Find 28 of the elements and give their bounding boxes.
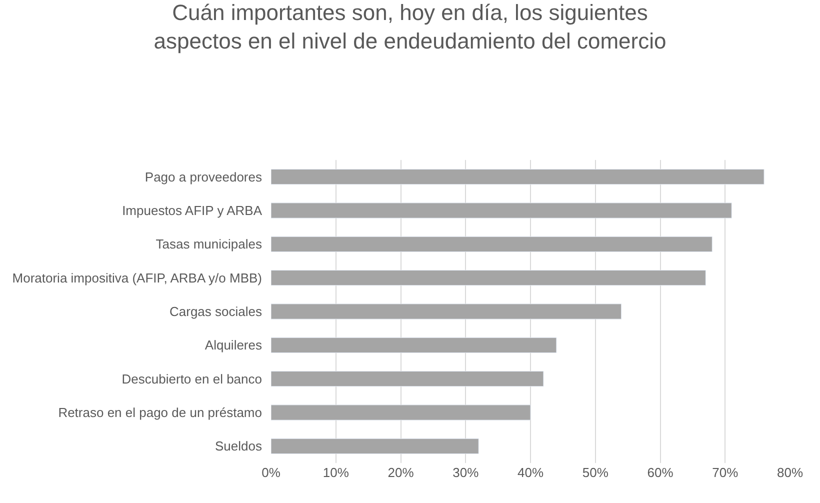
x-tick-label: 50%: [582, 465, 609, 480]
x-tick-label: 30%: [452, 465, 480, 480]
bar: [271, 304, 622, 320]
y-tick-label: Tasas municipales: [156, 236, 262, 252]
x-tick-label: 40%: [517, 465, 544, 480]
y-tick-label: Retraso en el pago de un préstamo: [58, 405, 262, 420]
bar: [271, 270, 706, 286]
x-tick-label: 60%: [647, 465, 674, 480]
y-tick-label: Alquileres: [204, 338, 262, 353]
bar: [271, 236, 712, 252]
x-tick-label: 0%: [262, 465, 281, 480]
y-tick-label: Sueldos: [215, 438, 262, 454]
y-tick-label: Descubierto en el banco: [122, 371, 262, 386]
x-tick-label: 70%: [712, 465, 739, 480]
chart-title: Cuán importantes son, hoy en día, los siguientes aspectos en el nivel de endeudamiento del comercio: [154, 0, 666, 54]
y-tick-label: Moratoria impositiva (AFIP, ARBA y/o MBB): [12, 270, 262, 286]
y-tick-label: Pago a proveedores: [144, 169, 262, 184]
x-tick-label: 20%: [388, 465, 414, 480]
y-tick-label: Impuestos AFIP y ARBA: [122, 203, 262, 218]
x-tick-label: 10%: [322, 465, 350, 480]
y-tick-label: Cargas sociales: [170, 304, 262, 320]
bar: [271, 202, 732, 218]
x-tick-label: 80%: [776, 465, 804, 480]
bar: [271, 337, 557, 353]
bar: [271, 371, 544, 387]
bar: [271, 404, 531, 420]
bar: [271, 169, 764, 185]
bar: [271, 438, 479, 454]
